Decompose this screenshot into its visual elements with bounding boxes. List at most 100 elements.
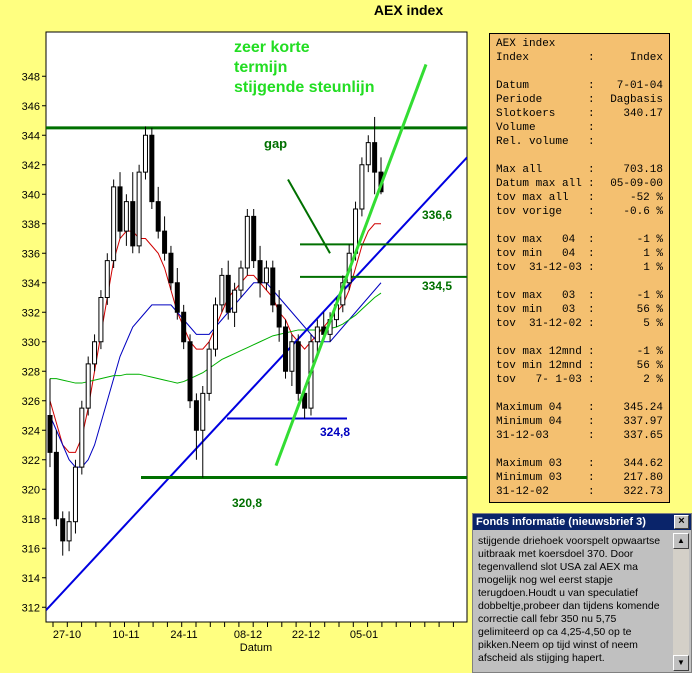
candle-body bbox=[111, 186, 117, 262]
info-row: Minimum 03: 217.80 bbox=[496, 471, 663, 485]
info-sep: : bbox=[588, 402, 595, 414]
candle-body bbox=[200, 392, 206, 431]
info-value bbox=[598, 135, 663, 149]
info-row: Index: Index bbox=[496, 51, 663, 65]
info-row: tov max 12mnd: -1 % bbox=[496, 345, 663, 359]
candle-body bbox=[130, 201, 136, 247]
annotation-label: termijn bbox=[234, 59, 287, 76]
gap-pointer-line bbox=[287, 179, 331, 254]
info-value: Index bbox=[629, 52, 663, 64]
candle-body bbox=[232, 289, 238, 313]
candle-body bbox=[372, 142, 378, 173]
y-tick-label: 330 bbox=[22, 337, 40, 349]
close-icon[interactable]: × bbox=[674, 515, 689, 529]
info-label: tov max all bbox=[496, 192, 569, 204]
info-label: Minimum 03 bbox=[496, 472, 563, 484]
info-row: tov max all: -52 % bbox=[496, 191, 663, 205]
short-term-support-line bbox=[274, 63, 428, 467]
info-panel: AEX index Index: Index Datum:7-01-04 Periode… bbox=[489, 33, 670, 503]
y-tick-label: 316 bbox=[22, 543, 40, 555]
candle-body bbox=[66, 521, 72, 542]
info-sep: : bbox=[588, 108, 595, 120]
candle-body bbox=[206, 348, 212, 394]
info-value: 2 % bbox=[643, 374, 663, 386]
info-label: 31-12-03 bbox=[496, 430, 549, 442]
news-scrollbar[interactable]: ▲ ▼ bbox=[673, 533, 689, 671]
y-tick-label: 332 bbox=[22, 307, 40, 319]
info-sep: : bbox=[588, 430, 595, 442]
y-tick-label: 324 bbox=[22, 425, 40, 437]
annotation-label: zeer korte bbox=[234, 39, 310, 56]
candle-body bbox=[104, 260, 110, 298]
annotation-label: stijgende steunlijn bbox=[234, 79, 374, 96]
candle-body bbox=[117, 186, 123, 232]
scroll-down-icon[interactable]: ▼ bbox=[673, 655, 689, 671]
info-sep: : bbox=[588, 234, 595, 246]
y-tick-label: 320 bbox=[22, 484, 40, 496]
info-label: tov 7- 1-03 bbox=[496, 374, 582, 386]
candle-body bbox=[314, 326, 320, 343]
x-tick-label: 08-12 bbox=[234, 629, 262, 641]
level-label: 334,5 bbox=[422, 279, 452, 293]
info-sep: : bbox=[588, 206, 595, 218]
info-label: 31-12-02 bbox=[496, 486, 549, 498]
info-sep: : bbox=[588, 80, 595, 92]
info-label: tov max 03 bbox=[496, 290, 576, 302]
candle-body bbox=[193, 400, 199, 431]
info-value: 7-01-04 bbox=[616, 80, 663, 92]
info-row: Minimum 04: 337.97 bbox=[496, 415, 663, 429]
candle-body bbox=[174, 282, 180, 313]
y-tick-label: 336 bbox=[22, 248, 40, 260]
x-tick-label: 27-10 bbox=[53, 629, 81, 641]
y-tick-label: 340 bbox=[22, 189, 40, 201]
y-tick-label: 342 bbox=[22, 160, 40, 172]
candle-body bbox=[365, 142, 371, 166]
info-label: tov max 12mnd bbox=[496, 346, 582, 358]
chart-title: AEX index bbox=[373, 2, 444, 18]
info-sep: : bbox=[588, 458, 595, 470]
info-row: Max all: 703.18 bbox=[496, 163, 663, 177]
info-value: -1 % bbox=[636, 290, 663, 302]
candle-body bbox=[251, 215, 257, 262]
info-row: Maximum 03: 344.62 bbox=[496, 457, 663, 471]
info-row: tov 31-12-03: 1 % bbox=[496, 261, 663, 275]
info-label: Volume bbox=[496, 122, 536, 134]
info-value: -1 % bbox=[636, 234, 663, 246]
news-window[interactable]: Fonds informatie (nieuwsbrief 3) × stijg… bbox=[472, 513, 692, 673]
info-value bbox=[598, 121, 663, 135]
info-label: Periode bbox=[496, 94, 543, 106]
news-title: Fonds informatie (nieuwsbrief 3) bbox=[476, 516, 646, 528]
info-label: Rel. volume bbox=[496, 136, 569, 148]
info-label: Slotkoers bbox=[496, 108, 556, 120]
info-label: tov min 04 bbox=[496, 248, 576, 260]
info-row: Datum: 7-01-04 bbox=[496, 79, 663, 93]
y-tick-label: 312 bbox=[22, 602, 40, 614]
candle-body bbox=[213, 304, 218, 350]
candle-body bbox=[283, 326, 289, 372]
y-tick-label: 314 bbox=[22, 573, 40, 585]
y-tick-label: 346 bbox=[22, 101, 40, 113]
candle-body bbox=[149, 134, 155, 203]
news-titlebar[interactable]: Fonds informatie (nieuwsbrief 3) × bbox=[473, 514, 691, 530]
y-tick-label: 338 bbox=[22, 219, 40, 231]
candle-body bbox=[136, 171, 142, 247]
info-value: 340.17 bbox=[623, 108, 663, 120]
info-value: -0.6 % bbox=[623, 206, 663, 218]
info-label: tov vorige bbox=[496, 206, 563, 218]
info-sep: : bbox=[588, 346, 595, 358]
scroll-up-icon[interactable]: ▲ bbox=[673, 533, 689, 549]
info-row: tov min 04: 1 % bbox=[496, 247, 663, 261]
candle-body bbox=[295, 341, 301, 394]
info-value: 1 % bbox=[643, 248, 663, 260]
candle-body bbox=[187, 341, 193, 402]
info-sep: : bbox=[588, 94, 595, 106]
info-sep bbox=[588, 37, 598, 51]
info-spacer bbox=[496, 275, 663, 289]
info-sep: : bbox=[588, 248, 595, 260]
info-label: tov min 03 bbox=[496, 304, 576, 316]
candle-body bbox=[219, 274, 225, 306]
candle-body bbox=[257, 260, 263, 284]
candle-body bbox=[85, 363, 91, 409]
info-value: 1 % bbox=[643, 262, 663, 274]
